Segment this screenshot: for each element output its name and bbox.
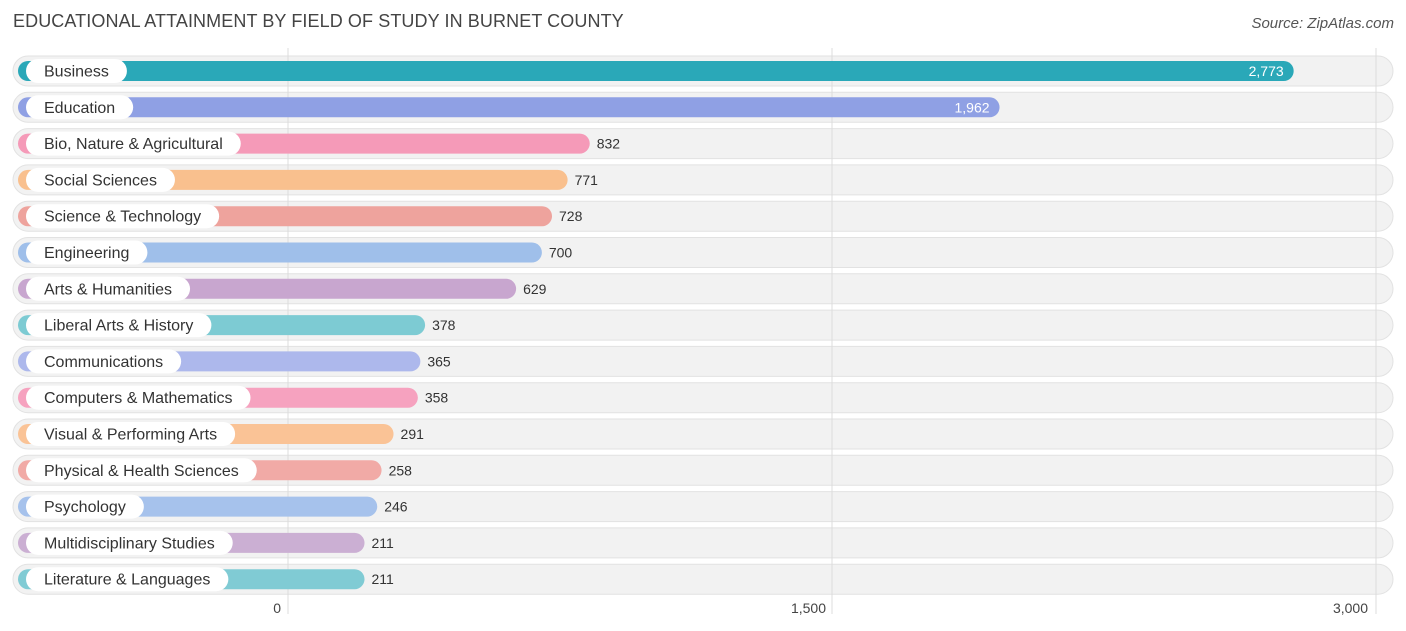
value-label: 291 xyxy=(401,426,425,442)
value-label: 629 xyxy=(523,281,547,297)
label-pill xyxy=(26,240,148,265)
label-pill xyxy=(26,422,236,446)
category-label: Social Sciences xyxy=(44,172,157,189)
bar-group: Visual & Performing Arts 291 xyxy=(18,422,424,446)
value-label: 246 xyxy=(384,499,408,515)
category-label: Education xyxy=(44,100,115,117)
label-pill xyxy=(26,494,144,519)
bar-group: Arts & Humanities 629 xyxy=(18,276,547,301)
bar-group: Physical & Health Sciences 258 xyxy=(18,458,413,483)
bar xyxy=(18,61,1294,81)
category-label: Business xyxy=(44,64,109,81)
bar-group: Social Sciences 771 xyxy=(18,167,599,192)
label-pill xyxy=(26,204,220,229)
category-label: Psychology xyxy=(44,499,126,516)
value-label: 258 xyxy=(389,462,413,478)
label-pill xyxy=(26,59,127,83)
category-label: Literature & Languages xyxy=(44,572,210,589)
value-label: 378 xyxy=(432,317,456,333)
label-pill xyxy=(26,530,233,555)
value-label: 211 xyxy=(372,535,395,551)
value-label: 1,962 xyxy=(955,99,990,115)
x-tick-label: 1,500 xyxy=(791,600,826,616)
category-label: Engineering xyxy=(44,245,129,262)
bar-group: Engineering 700 xyxy=(18,240,573,265)
bar-group: Communications 365 xyxy=(18,349,451,374)
bar-group: Psychology 246 xyxy=(18,494,408,519)
value-label: 700 xyxy=(549,245,573,261)
category-label: Liberal Arts & History xyxy=(44,318,193,335)
bar-group: Education 1,962 xyxy=(18,95,1000,120)
value-label: 211 xyxy=(372,571,395,587)
bar-group: Bio, Nature & Agricultural 832 xyxy=(18,131,621,156)
chart-title: EDUCATIONAL ATTAINMENT BY FIELD OF STUDY… xyxy=(13,11,624,31)
label-pill xyxy=(26,349,182,374)
label-pill xyxy=(26,167,175,192)
category-label: Visual & Performing Arts xyxy=(44,427,217,444)
label-pill xyxy=(26,313,212,338)
x-axis: 0 1,500 3,000 xyxy=(273,600,1368,616)
value-label: 832 xyxy=(597,136,621,152)
bar-group: Computers & Mathematics 358 xyxy=(18,385,449,410)
label-pill xyxy=(26,567,229,592)
value-label: 365 xyxy=(427,353,451,369)
bar-group: Business 2,773 xyxy=(18,59,1294,83)
category-label: Multidisciplinary Studies xyxy=(44,535,215,552)
value-label: 2,773 xyxy=(1249,63,1284,79)
label-pill xyxy=(26,458,257,483)
label-pill xyxy=(26,385,251,410)
value-label: 358 xyxy=(425,390,449,406)
bar xyxy=(18,242,542,263)
label-pill xyxy=(26,131,241,156)
category-label: Bio, Nature & Agricultural xyxy=(44,136,223,153)
bars-layer: Business 2,773 Education 1,962 Bio, Nature &… xyxy=(18,59,1294,592)
bar-group: Literature & Languages 211 xyxy=(18,567,395,592)
category-label: Computers & Mathematics xyxy=(44,390,233,407)
category-label: Communications xyxy=(44,354,163,371)
category-label: Science & Technology xyxy=(44,209,201,226)
category-label: Arts & Humanities xyxy=(44,281,172,298)
value-label: 771 xyxy=(575,172,599,188)
bar-group: Science & Technology 728 xyxy=(18,204,583,229)
label-pill xyxy=(26,95,134,120)
bar-group: Liberal Arts & History 378 xyxy=(18,313,456,338)
value-label: 728 xyxy=(559,208,583,224)
bar xyxy=(18,97,1000,118)
x-tick-label: 3,000 xyxy=(1333,600,1368,616)
bar-group: Multidisciplinary Studies 211 xyxy=(18,530,395,555)
label-pill xyxy=(26,276,191,301)
x-tick-label: 0 xyxy=(273,600,281,616)
category-label: Physical & Health Sciences xyxy=(44,463,239,480)
source-note: Source: ZipAtlas.com xyxy=(1251,15,1394,32)
